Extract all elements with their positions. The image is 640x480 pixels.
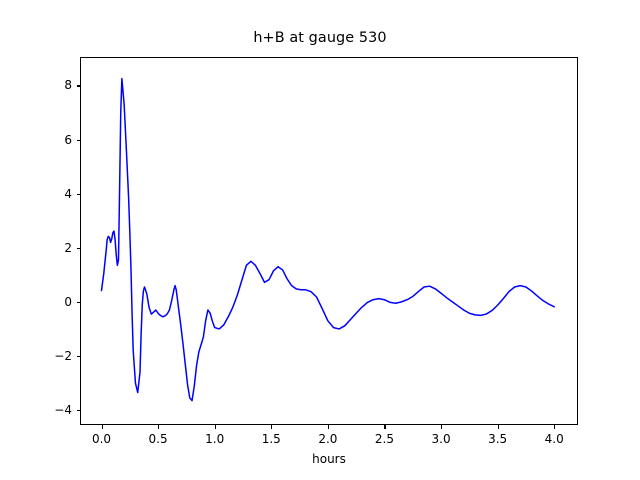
y-tick-label: −4 bbox=[54, 403, 72, 418]
x-tick-mark bbox=[497, 425, 499, 429]
x-tick-label: 1.0 bbox=[205, 432, 225, 446]
y-tick-mark bbox=[76, 247, 80, 249]
axes-frame bbox=[80, 57, 578, 425]
y-tick-label: 0 bbox=[64, 294, 72, 309]
x-tick-mark bbox=[158, 425, 160, 429]
y-tick-label: 6 bbox=[64, 132, 72, 147]
y-tick-label: −2 bbox=[54, 349, 72, 363]
x-tick-label: 0.5 bbox=[148, 432, 168, 446]
y-tick-mark bbox=[76, 139, 80, 141]
y-tick-label: 4 bbox=[64, 186, 72, 201]
x-tick-mark bbox=[384, 425, 386, 429]
page-title: h+B at gauge 530 bbox=[253, 30, 387, 46]
x-tick-label: 0.0 bbox=[91, 432, 112, 446]
x-axis-label: hours bbox=[312, 452, 346, 466]
y-tick-label: 2 bbox=[64, 240, 72, 255]
y-tick-mark bbox=[76, 410, 80, 412]
line-series-svg bbox=[100, 77, 555, 402]
x-tick-label: 3.5 bbox=[488, 432, 508, 446]
x-tick-label: 3.0 bbox=[431, 432, 451, 446]
x-tick-mark bbox=[214, 425, 216, 429]
data-line-h-plus-b bbox=[100, 77, 555, 402]
x-tick-label: 2.5 bbox=[374, 432, 394, 446]
y-tick-mark bbox=[76, 85, 80, 87]
x-tick-label: 2.0 bbox=[318, 432, 338, 446]
y-tick-label: 8 bbox=[64, 78, 72, 93]
x-tick-mark bbox=[327, 425, 329, 429]
x-tick-mark bbox=[271, 425, 273, 429]
x-tick-label: 1.5 bbox=[261, 432, 281, 446]
plot-area bbox=[80, 57, 578, 425]
x-tick-mark bbox=[554, 425, 556, 429]
x-tick-mark bbox=[441, 425, 443, 429]
y-tick-mark bbox=[76, 193, 80, 195]
x-tick-mark bbox=[101, 425, 103, 429]
y-tick-mark bbox=[76, 301, 80, 303]
x-tick-label: 4.0 bbox=[544, 432, 564, 446]
y-tick-mark bbox=[76, 356, 80, 358]
